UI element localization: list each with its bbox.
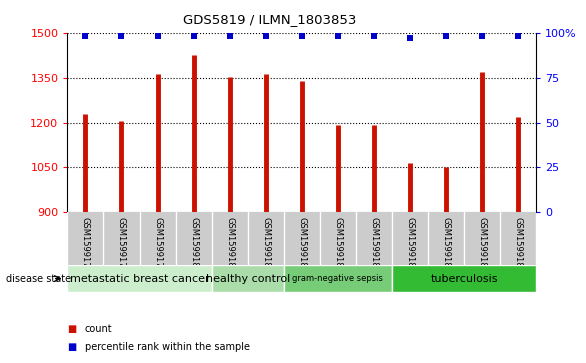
Text: GSM1599189: GSM1599189 [514,217,523,273]
Bar [284,265,392,292]
Bar [212,265,284,292]
Bar [67,265,212,292]
Text: GSM1599185: GSM1599185 [369,217,379,273]
Text: tuberculosis: tuberculosis [430,274,498,284]
Text: ■: ■ [67,342,77,352]
Text: GSM1599179: GSM1599179 [153,217,162,273]
Point [478,33,487,39]
Text: GSM1599187: GSM1599187 [441,217,451,273]
Text: disease state: disease state [6,274,71,284]
Text: GSM1599177: GSM1599177 [81,217,90,273]
Point [369,33,379,39]
Text: GSM1599181: GSM1599181 [225,217,234,273]
Text: ■: ■ [67,323,77,334]
Text: GSM1599188: GSM1599188 [478,217,486,273]
Bar [392,265,536,292]
Text: GSM1599186: GSM1599186 [406,217,414,273]
Point [153,33,162,39]
Text: GSM1599183: GSM1599183 [297,217,306,273]
Text: gram-negative sepsis: gram-negative sepsis [292,274,383,283]
Point [441,33,451,39]
Text: GSM1599184: GSM1599184 [333,217,342,273]
Point [225,33,234,39]
Text: GDS5819 / ILMN_1803853: GDS5819 / ILMN_1803853 [183,13,356,26]
Text: GSM1599180: GSM1599180 [189,217,198,273]
Point [117,33,126,39]
Point [333,33,343,39]
Text: count: count [85,323,113,334]
Text: percentile rank within the sample: percentile rank within the sample [85,342,250,352]
Point [189,33,198,39]
Text: metastatic breast cancer: metastatic breast cancer [70,274,209,284]
Text: GSM1599178: GSM1599178 [117,217,126,273]
Point [513,33,523,39]
Text: healthy control: healthy control [206,274,290,284]
Point [297,33,306,39]
Point [406,35,415,41]
Point [81,33,90,39]
Point [261,33,270,39]
Text: GSM1599182: GSM1599182 [261,217,270,273]
